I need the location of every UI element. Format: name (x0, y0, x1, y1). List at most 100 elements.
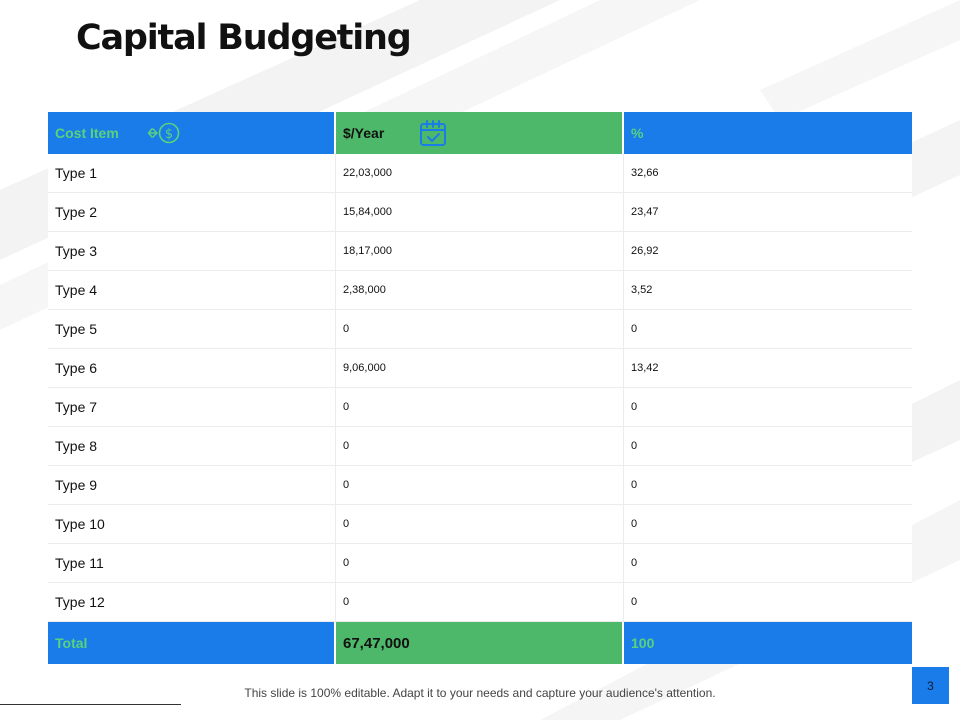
cell-per-year: 0 (336, 388, 624, 426)
cost-item-label: Type 2 (55, 204, 98, 220)
cell-per-year: 2,38,000 (336, 271, 624, 309)
total-percent-value: 100 (631, 635, 655, 651)
cost-item-label: Type 1 (55, 165, 98, 181)
cell-cost-item: Type 8 (48, 427, 336, 465)
cell-percent: 0 (624, 505, 912, 543)
table-row: Type 3 18,17,000 26,92 (48, 232, 912, 271)
table-row: Type 12 0 0 (48, 583, 912, 622)
header-per-year-label: $/Year (343, 125, 385, 141)
table-row: Type 6 9,06,000 13,42 (48, 349, 912, 388)
total-per-year-value: 67,47,000 (343, 634, 410, 652)
cell-percent: 26,92 (624, 232, 912, 270)
header-percent: % (624, 112, 912, 154)
percent-value: 26,92 (631, 245, 659, 257)
per-year-value: 0 (343, 401, 350, 413)
percent-value: 3,52 (631, 284, 653, 296)
dollar-transfer-icon: $ (147, 121, 181, 145)
capital-budget-table: Cost Item $ $/Year (48, 112, 912, 664)
cell-per-year: 0 (336, 544, 624, 582)
cell-percent: 3,52 (624, 271, 912, 309)
total-per-year-cell: 67,47,000 (336, 622, 624, 664)
per-year-value: 18,17,000 (343, 245, 392, 257)
page-number-badge: 3 (912, 667, 949, 704)
calendar-check-icon (418, 118, 448, 148)
cell-cost-item: Type 1 (48, 154, 336, 192)
cost-item-label: Type 9 (55, 477, 98, 493)
cell-cost-item: Type 3 (48, 232, 336, 270)
cell-percent: 0 (624, 310, 912, 348)
cost-item-label: Type 5 (55, 321, 98, 337)
table-row: Type 5 0 0 (48, 310, 912, 349)
cost-item-label: Type 11 (55, 555, 104, 571)
per-year-value: 0 (343, 479, 350, 491)
cell-cost-item: Type 2 (48, 193, 336, 231)
cell-per-year: 22,03,000 (336, 154, 624, 192)
page-title: Capital Budgeting (76, 18, 412, 58)
table-row: Type 8 0 0 (48, 427, 912, 466)
cell-cost-item: Type 11 (48, 544, 336, 582)
cell-per-year: 0 (336, 310, 624, 348)
footer-divider (0, 704, 181, 705)
per-year-value: 15,84,000 (343, 206, 392, 218)
cost-item-label: Type 12 (55, 594, 105, 610)
cell-per-year: 18,17,000 (336, 232, 624, 270)
per-year-value: 22,03,000 (343, 167, 392, 179)
cell-per-year: 0 (336, 466, 624, 504)
footer-note: This slide is 100% editable. Adapt it to… (244, 686, 716, 700)
table-total-row: Total 67,47,000 100 (48, 622, 912, 664)
cell-percent: 13,42 (624, 349, 912, 387)
table-row: Type 4 2,38,000 3,52 (48, 271, 912, 310)
cell-cost-item: Type 12 (48, 583, 336, 621)
cost-item-label: Type 3 (55, 243, 98, 259)
table-row: Type 2 15,84,000 23,47 (48, 193, 912, 232)
total-label-cell: Total (48, 622, 336, 664)
cost-item-label: Type 8 (55, 438, 98, 454)
cell-percent: 0 (624, 388, 912, 426)
table-row: Type 10 0 0 (48, 505, 912, 544)
per-year-value: 0 (343, 557, 350, 569)
percent-value: 0 (631, 557, 638, 569)
per-year-value: 0 (343, 518, 350, 530)
cell-cost-item: Type 9 (48, 466, 336, 504)
cost-item-label: Type 7 (55, 399, 98, 415)
percent-value: 0 (631, 440, 638, 452)
cost-item-label: Type 4 (55, 282, 98, 298)
svg-text:$: $ (165, 127, 173, 142)
percent-value: 0 (631, 323, 638, 335)
cell-cost-item: Type 6 (48, 349, 336, 387)
percent-value: 0 (631, 479, 638, 491)
total-label: Total (55, 635, 88, 651)
percent-value: 0 (631, 518, 638, 530)
cost-item-label: Type 6 (55, 360, 98, 376)
table-row: Type 7 0 0 (48, 388, 912, 427)
header-cost-item-label: Cost Item (55, 125, 119, 141)
total-percent-cell: 100 (624, 622, 912, 664)
cell-percent: 0 (624, 466, 912, 504)
cell-per-year: 15,84,000 (336, 193, 624, 231)
table-row: Type 9 0 0 (48, 466, 912, 505)
table-row: Type 1 22,03,000 32,66 (48, 154, 912, 193)
per-year-value: 0 (343, 323, 350, 335)
per-year-value: 0 (343, 440, 350, 452)
per-year-value: 0 (343, 596, 350, 608)
cell-cost-item: Type 10 (48, 505, 336, 543)
cell-cost-item: Type 4 (48, 271, 336, 309)
per-year-value: 9,06,000 (343, 362, 386, 374)
cell-percent: 0 (624, 583, 912, 621)
cell-percent: 0 (624, 544, 912, 582)
table-header-row: Cost Item $ $/Year (48, 112, 912, 154)
cell-percent: 0 (624, 427, 912, 465)
table-row: Type 11 0 0 (48, 544, 912, 583)
cell-percent: 32,66 (624, 154, 912, 192)
header-percent-label: % (631, 125, 644, 141)
percent-value: 13,42 (631, 362, 659, 374)
percent-value: 0 (631, 596, 638, 608)
per-year-value: 2,38,000 (343, 284, 386, 296)
cell-per-year: 0 (336, 427, 624, 465)
header-per-year: $/Year (336, 112, 624, 154)
cell-per-year: 9,06,000 (336, 349, 624, 387)
cell-percent: 23,47 (624, 193, 912, 231)
percent-value: 0 (631, 401, 638, 413)
cell-per-year: 0 (336, 583, 624, 621)
cost-item-label: Type 10 (55, 516, 105, 532)
